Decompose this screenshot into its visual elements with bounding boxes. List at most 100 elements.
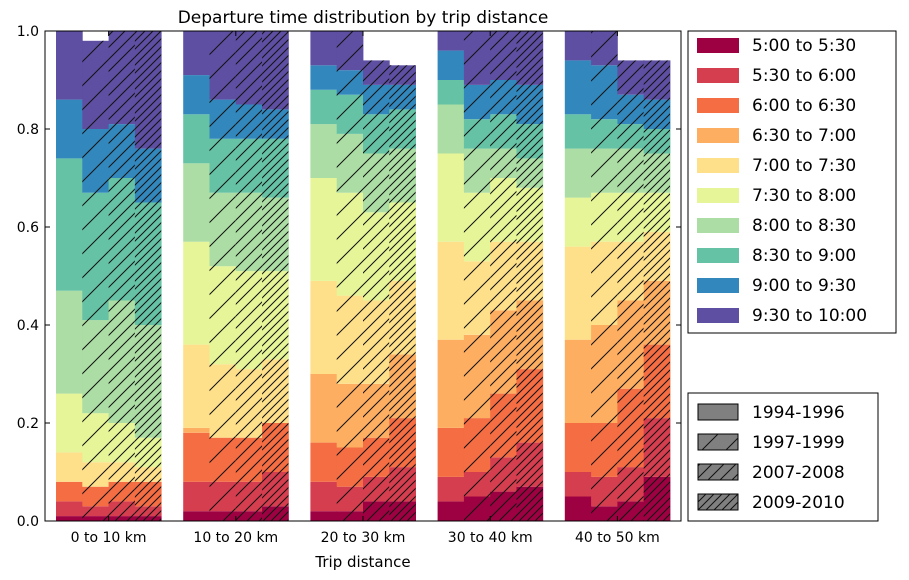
bar-segment xyxy=(183,511,210,521)
bar-hatch-overlay xyxy=(209,31,236,521)
bar-segment xyxy=(310,89,338,125)
legend-swatch xyxy=(697,38,739,53)
bar-segment xyxy=(310,511,338,521)
bar-segment xyxy=(564,114,592,149)
legend-period-swatch xyxy=(697,403,739,421)
bar-segment xyxy=(564,197,592,247)
bar-segment xyxy=(564,339,592,423)
bar-segment xyxy=(56,290,83,394)
bar-hatch-overlay xyxy=(490,31,517,521)
plot-frame xyxy=(44,30,682,522)
bar-segment xyxy=(183,241,210,345)
legend-label: 7:00 to 7:30 xyxy=(752,156,856,176)
bar-segment xyxy=(437,31,465,51)
legend-label: 5:00 to 5:30 xyxy=(752,36,856,56)
legend-label: 6:00 to 6:30 xyxy=(752,96,856,116)
bar-segment xyxy=(564,246,592,340)
bar-segment xyxy=(56,31,83,100)
bar-hatch-overlay xyxy=(363,60,390,522)
legend-swatch xyxy=(697,98,739,113)
bar-segment xyxy=(183,114,210,164)
bar-hatch-overlay xyxy=(235,31,263,521)
legend-swatch xyxy=(697,308,739,323)
bar-segment xyxy=(437,50,465,80)
bar-segment xyxy=(183,427,210,433)
bar-segment xyxy=(56,452,83,482)
bar-hatch-overlay xyxy=(108,31,135,521)
bar-segment xyxy=(437,427,465,477)
bar-segment xyxy=(437,80,465,105)
bar-hatch-overlay xyxy=(389,65,416,522)
bar-segment xyxy=(437,153,465,242)
legend-label: 9:30 to 10:00 xyxy=(752,306,867,326)
x-tick-label: 10 to 20 km xyxy=(193,530,278,546)
y-tick-label: 0.8 xyxy=(17,122,39,138)
x-tick-label: 0 to 10 km xyxy=(71,530,147,546)
bar-segment xyxy=(56,481,83,502)
x-axis-label: Trip distance xyxy=(314,553,410,571)
legend-swatch xyxy=(697,158,739,173)
bar-segment xyxy=(437,339,465,428)
legend-label: 6:30 to 7:00 xyxy=(752,126,856,146)
legend-period-label: 2009-2010 xyxy=(752,493,845,513)
legend-periods: 1994-1996 1997-1999 2007-2008 2009-2010 xyxy=(687,392,879,522)
chart-title: Departure time distribution by trip dist… xyxy=(178,8,549,28)
bar-segment xyxy=(437,476,465,502)
legend-period-label: 1994-1996 xyxy=(752,403,845,423)
bar-hatch-overlay xyxy=(134,31,162,521)
bar-hatch-overlay xyxy=(591,31,618,521)
bars-layer xyxy=(56,31,671,522)
bar-segment xyxy=(56,516,83,521)
bar-segment xyxy=(183,31,210,76)
y-tick-label: 0.0 xyxy=(17,514,39,530)
bar-segment xyxy=(310,481,338,512)
legend-swatch xyxy=(697,128,739,143)
legend-swatch xyxy=(697,218,739,233)
legend-swatch xyxy=(697,188,739,203)
bar-segment xyxy=(310,31,338,66)
x-axis: 0 to 10 km 10 to 20 km 20 to 30 km 30 to 40… xyxy=(71,31,660,546)
bar-segment xyxy=(183,481,210,512)
bar-segment xyxy=(437,104,465,154)
legend-label: 5:30 to 6:00 xyxy=(752,66,856,86)
bar-segment xyxy=(56,393,83,453)
legend-period-hatch xyxy=(698,494,738,510)
legend-period-label: 2007-2008 xyxy=(752,463,845,483)
bar-hatch-overlay xyxy=(617,60,644,522)
bar-segment xyxy=(310,280,338,374)
bar-segment xyxy=(183,432,210,482)
bar-segment xyxy=(310,124,338,178)
bar-hatch-overlay xyxy=(262,31,289,521)
bar-segment xyxy=(183,163,210,242)
bar-segment xyxy=(56,501,83,517)
bar-segment xyxy=(310,442,338,482)
x-tick-label: 30 to 40 km xyxy=(448,530,533,546)
legend-period-label: 1997-1999 xyxy=(752,433,845,453)
y-tick-label: 0.4 xyxy=(17,318,39,334)
legend-swatch xyxy=(697,248,739,263)
bar-segment xyxy=(564,60,592,115)
bar-hatch-overlay xyxy=(643,60,670,522)
bar-segment xyxy=(56,99,83,159)
bar-segment xyxy=(564,31,592,61)
legend-label: 8:00 to 8:30 xyxy=(752,216,856,236)
x-tick-label: 20 to 30 km xyxy=(321,530,406,546)
x-tick-label: 40 to 50 km xyxy=(575,530,660,546)
y-tick-label: 1.0 xyxy=(17,24,39,40)
bar-segment xyxy=(437,501,465,521)
bar-segment xyxy=(437,241,465,340)
legend-label: 8:30 to 9:00 xyxy=(752,246,856,266)
legend-colors: 5:00 to 5:30 5:30 to 6:00 6:00 to 6:30 6:30… xyxy=(687,30,897,334)
bar-segment xyxy=(564,148,592,198)
bar-hatch-overlay xyxy=(82,40,109,522)
legend-swatch xyxy=(697,278,739,293)
bar-segment xyxy=(56,158,83,291)
legend-period-hatch xyxy=(698,434,738,450)
bar-hatch-overlay xyxy=(463,31,491,521)
bar-segment xyxy=(310,374,338,443)
y-tick-label: 0.6 xyxy=(17,220,39,236)
bar-hatch-overlay xyxy=(336,31,363,521)
y-tick-label: 0.2 xyxy=(17,416,39,432)
bar-segment xyxy=(310,65,338,90)
